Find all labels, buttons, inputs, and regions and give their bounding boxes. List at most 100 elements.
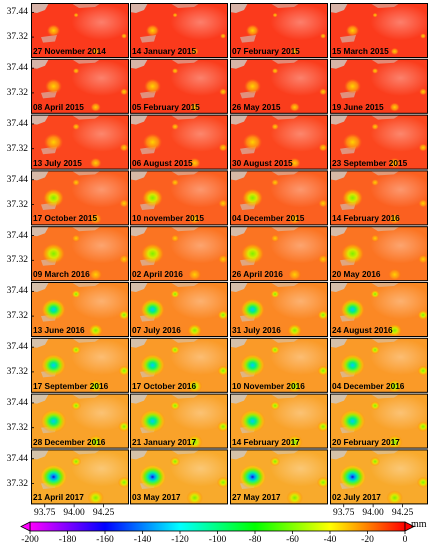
map-panel [330,58,428,114]
subsidence-bowl [245,24,260,37]
panel-border [330,226,428,282]
subsidence-bowl [91,47,100,55]
colorbar-tick-label: -140 [133,535,152,545]
map-panel [230,393,328,449]
texture-patch [71,394,129,431]
subsidence-bowl [46,24,61,37]
subsidence-bowl [419,88,427,96]
colorbar-min-arrow [20,521,31,532]
subsidence-bowl [217,310,228,320]
texture-patch [71,283,129,320]
panel-date-label: 09 March 2016 [33,269,90,280]
texture-patch [71,227,129,264]
no-data-patch [130,114,148,125]
panel-date-label: 10 november 2015 [132,213,204,224]
map-panel [130,226,228,282]
panel-date-label: 13 July 2015 [33,157,82,168]
texture-patch [370,227,428,264]
map-panel [130,337,228,393]
no-data-patch [270,58,300,64]
no-data-patch [230,3,248,13]
subsidence-bowl [316,476,328,488]
panel-border [31,3,129,58]
no-data-patch [140,34,156,43]
texture-patch [370,60,428,97]
map-panel [31,170,129,226]
texture-patch [170,227,228,264]
panel-border [330,3,428,58]
subsidence-bowl [270,401,281,411]
panel-border [230,449,328,505]
no-data-patch [130,226,148,237]
no-data-patch [170,58,200,64]
subsidence-bowl [371,68,379,74]
texture-patch [270,4,328,41]
subsidence-bowl [217,365,228,376]
subsidence-bowl [370,401,381,411]
texture-patch [270,394,328,431]
texture-patch [71,171,129,208]
texture-patch [270,450,328,487]
subsidence-bowl [242,133,263,151]
subsidence-bowl [186,490,203,505]
no-data-patch [330,170,348,181]
y-tick-label: 37.44 [6,63,28,74]
subsidence-bowl [417,310,428,320]
panel-date-label: 07 February 2015 [232,46,300,56]
no-data-patch [31,393,49,404]
colorbar-tick-label: -60 [286,535,299,545]
subsidence-bowl [169,456,181,467]
panel-date-label: 10 November 2016 [232,380,305,391]
no-data-patch [270,170,300,176]
subsidence-bowl [89,157,102,169]
map-panel [330,449,428,505]
subsidence-bowl [73,12,79,18]
panel-date-label: 06 August 2015 [132,157,193,168]
texture-patch [370,394,428,431]
colorbar-tick-label: -180 [58,535,77,545]
subsidence-bowl [170,401,181,411]
x-tick-label: 94.00 [362,508,384,519]
panel-date-label: 21 April 2017 [33,492,84,503]
subsidence-bowl [240,298,265,321]
no-data-patch [370,337,400,343]
map-panel [230,58,328,114]
subsidence-bowl [272,12,278,18]
subsidence-bowl [387,323,402,337]
no-data-patch [31,449,49,460]
no-data-patch [270,3,300,8]
no-data-patch [31,170,49,181]
subsidence-bowl [244,78,261,94]
panel-date-label: 04 December 2015 [232,213,305,224]
subsidence-bowl [144,78,161,94]
no-data-patch [370,3,400,8]
panel-border [330,282,428,337]
map-panel [330,170,428,226]
panel-border [230,170,328,226]
panel-border [130,337,228,393]
texture-patch [170,171,228,208]
no-data-patch [170,226,200,232]
subsidence-bowl [317,365,328,376]
subsidence-bowl [241,243,264,264]
panel-border [330,58,428,114]
panel-date-label: 07 July 2016 [132,325,181,335]
no-data-patch [270,393,300,399]
panel-date-label: 02 April 2016 [132,269,183,280]
no-data-patch [230,58,248,69]
panel-border [130,3,228,58]
panel-border [31,58,129,114]
map-panel [130,449,228,505]
y-tick-label: 37.44 [6,397,28,408]
panel-date-label: 27 November 2014 [33,46,106,56]
no-data-patch [130,170,148,181]
subsidence-bowl [40,353,67,377]
subsidence-bowl [388,157,401,169]
panel-date-label: 20 May 2016 [332,269,381,280]
panel-date-label: 14 February 2017 [232,436,300,447]
no-data-patch [130,58,148,69]
subsidence-bowl [43,133,64,151]
panel-date-label: 20 February 2017 [332,436,400,447]
subsidence-bowl [318,199,328,208]
subsidence-bowl [139,353,166,377]
